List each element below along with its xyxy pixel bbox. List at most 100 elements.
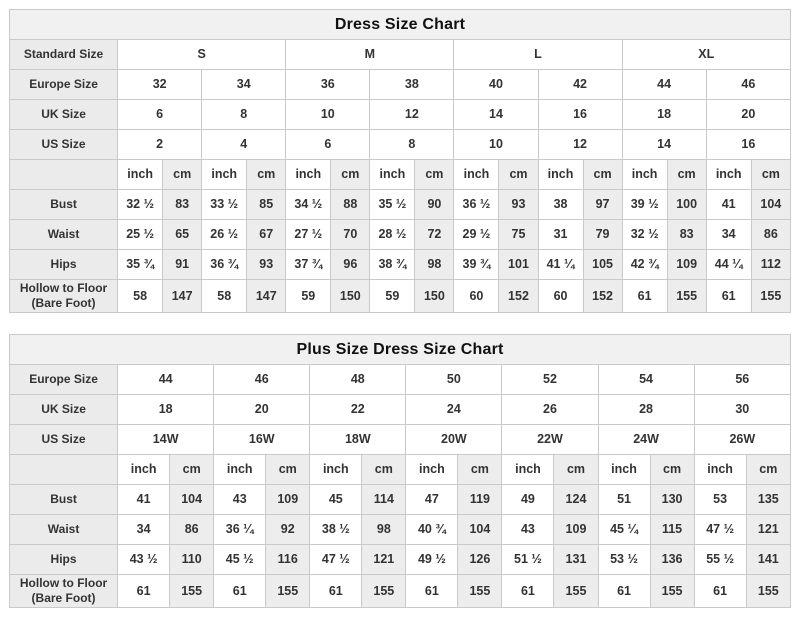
value-cell: 4: [201, 129, 287, 160]
value-cell: 61: [621, 279, 668, 313]
value-cell: 40: [453, 69, 539, 100]
value-cell: 20: [213, 394, 311, 425]
value-cell: 39 ½: [621, 189, 668, 220]
value-cell: 131: [553, 544, 599, 575]
value-cell: 126: [457, 544, 503, 575]
value-cell: 155: [750, 279, 792, 313]
value-cell: 18: [117, 394, 215, 425]
unit-header-cell: inch: [117, 159, 164, 190]
value-cell: 39 ¾: [453, 249, 500, 280]
value-cell: 49 ½: [405, 544, 459, 575]
value-cell: 83: [666, 219, 707, 250]
unit-header-cell: inch: [705, 159, 752, 190]
value-cell: 31: [537, 219, 584, 250]
value-cell: 16: [705, 129, 792, 160]
table-row: Standard Size S M L XL: [8, 39, 792, 70]
value-cell: 155: [649, 574, 695, 608]
value-cell: 55 ½: [693, 544, 747, 575]
unit-header-cell: cm: [582, 159, 623, 190]
value-cell: 37 ¾: [285, 249, 332, 280]
value-cell: 101: [498, 249, 539, 280]
value-cell: 98: [361, 514, 407, 545]
table-row: inch cm inch cm inch cm inch cm inch cm inch cm inch…: [8, 454, 792, 485]
value-cell: 47 ½: [309, 544, 363, 575]
row-label: Bust: [8, 189, 119, 220]
value-cell: 41: [117, 484, 171, 515]
value-cell: 51: [597, 484, 651, 515]
value-cell: 32 ½: [621, 219, 668, 250]
value-cell: 45 ¼: [597, 514, 651, 545]
value-cell: 42 ¾: [621, 249, 668, 280]
value-cell: 109: [265, 484, 311, 515]
unit-header-cell: cm: [457, 454, 503, 485]
value-cell: 114: [361, 484, 407, 515]
value-cell: 10: [285, 99, 371, 130]
value-cell: 90: [414, 189, 455, 220]
unit-header-cell: inch: [501, 454, 555, 485]
value-cell: 155: [361, 574, 407, 608]
unit-header-cell: cm: [750, 159, 792, 190]
value-cell: 50: [405, 364, 503, 395]
unit-header-cell: inch: [597, 454, 651, 485]
value-cell: 44 ¼: [705, 249, 752, 280]
unit-header-cell: cm: [498, 159, 539, 190]
value-cell: 152: [582, 279, 623, 313]
value-cell: 53 ½: [597, 544, 651, 575]
unit-header-cell: cm: [553, 454, 599, 485]
unit-header-cell: cm: [330, 159, 371, 190]
table-row: Bust 32 ½ 83 33 ½ 85 34 ½ 88 35 ½ 90 36 ½ 93 38 97 39…: [8, 189, 792, 220]
value-cell: 26: [501, 394, 599, 425]
unit-header-cell: inch: [117, 454, 171, 485]
value-cell: 110: [169, 544, 215, 575]
unit-header-cell: inch: [213, 454, 267, 485]
value-cell: 36 ¾: [201, 249, 248, 280]
value-cell: 12: [369, 99, 455, 130]
unit-header-cell: inch: [453, 159, 500, 190]
value-cell: 22: [309, 394, 407, 425]
table-row: Hollow to Floor (Bare Foot) 58 147 58 147 59 1…: [8, 279, 792, 313]
value-cell: 22W: [501, 424, 599, 455]
table-row: US Size 14W 16W 18W 20W 22W 24W 26W: [8, 424, 792, 455]
value-cell: 96: [330, 249, 371, 280]
value-cell: 121: [361, 544, 407, 575]
table-row: US Size 2 4 6 8 10 12 14 16: [8, 129, 792, 160]
unit-header-cell: inch: [693, 454, 747, 485]
unit-header-cell: cm: [169, 454, 215, 485]
value-cell: 59: [285, 279, 332, 313]
value-cell: 34: [201, 69, 287, 100]
value-cell: 34 ½: [285, 189, 332, 220]
value-cell: 25 ½: [117, 219, 164, 250]
value-cell: 61: [501, 574, 555, 608]
value-cell: 60: [537, 279, 584, 313]
unit-header-cell: inch: [201, 159, 248, 190]
value-cell: 155: [553, 574, 599, 608]
value-cell: XL: [621, 39, 792, 70]
value-cell: 56: [693, 364, 792, 395]
value-cell: 51 ½: [501, 544, 555, 575]
value-cell: 41: [705, 189, 752, 220]
table-row: Hollow to Floor (Bare Foot) 61 155 61 155 61 1…: [8, 574, 792, 608]
value-cell: 92: [265, 514, 311, 545]
table-title: Plus Size Dress Size Chart: [9, 334, 791, 365]
table-row: Europe Size 44 46 48 50 52 54 56: [8, 364, 792, 395]
value-cell: 61: [597, 574, 651, 608]
unit-header-cell: inch: [285, 159, 332, 190]
value-cell: 147: [162, 279, 203, 313]
row-label: Waist: [8, 514, 119, 545]
value-cell: 86: [169, 514, 215, 545]
value-cell: 85: [246, 189, 287, 220]
row-label: Standard Size: [8, 39, 119, 70]
table-title: Dress Size Chart: [9, 9, 791, 40]
table-row: Europe Size 32 34 36 38 40 42 44 46: [8, 69, 792, 100]
value-cell: 18W: [309, 424, 407, 455]
value-cell: 26 ½: [201, 219, 248, 250]
row-label: Hips: [8, 249, 119, 280]
row-label: Hollow to Floor (Bare Foot): [8, 279, 119, 313]
value-cell: 61: [693, 574, 747, 608]
value-cell: 30: [693, 394, 792, 425]
value-cell: 43: [213, 484, 267, 515]
value-cell: 28: [597, 394, 695, 425]
value-cell: 58: [201, 279, 248, 313]
value-cell: 152: [498, 279, 539, 313]
